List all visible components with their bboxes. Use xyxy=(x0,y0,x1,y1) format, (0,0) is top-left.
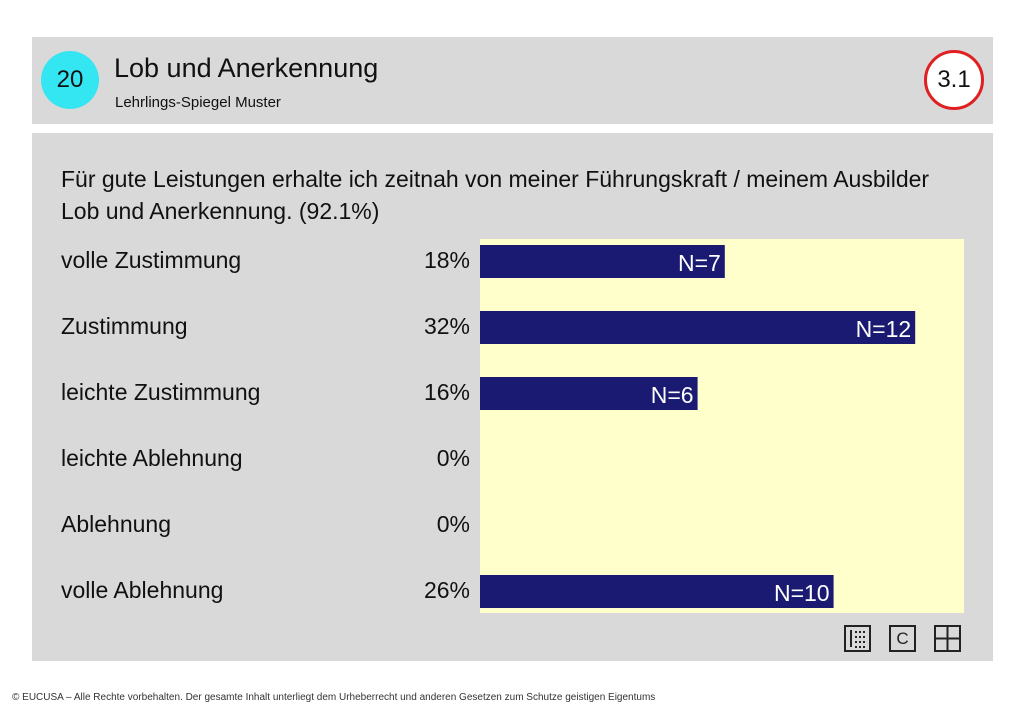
bar xyxy=(480,245,725,278)
c-icon[interactable]: C xyxy=(889,625,916,652)
slide-number-badge: 20 xyxy=(41,51,99,109)
bar-data-label: N=10 xyxy=(774,580,830,606)
bar-chart: N=7 N=12 N=6 N=10 xyxy=(480,239,964,613)
bar-data-label: N=7 xyxy=(678,250,721,276)
row-label: volle Zustimmung xyxy=(61,247,242,273)
slide-title: Lob und Anerkennung xyxy=(114,53,379,83)
row-label: volle Ablehnung xyxy=(61,577,224,603)
nav-icons: C xyxy=(844,625,961,652)
row-percent: 18% xyxy=(423,247,470,273)
bar xyxy=(480,575,834,608)
bar xyxy=(480,377,698,410)
bar xyxy=(480,311,916,344)
row-label: Ablehnung xyxy=(61,511,171,537)
copyright-footer: © EUCUSA – Alle Rechte vorbehalten. Der … xyxy=(12,692,656,703)
bar-data-label: N=6 xyxy=(651,382,694,408)
chart-panel: Für gute Leistungen erhalte ich zeitnah … xyxy=(32,133,993,661)
grid-icon[interactable] xyxy=(934,625,961,652)
row-label: leichte Zustimmung xyxy=(61,379,261,405)
slide-header: 20 Lob und Anerkennung Lehrlings-Spiegel… xyxy=(32,37,993,124)
row-label: Zustimmung xyxy=(61,313,188,339)
row-percent: 16% xyxy=(423,379,470,405)
list-icon[interactable] xyxy=(844,625,871,652)
row-label: leichte Ablehnung xyxy=(61,445,243,471)
slide-subtitle: Lehrlings-Spiegel Muster xyxy=(115,94,281,111)
bar-data-label: N=12 xyxy=(856,316,912,342)
question-text: Für gute Leistungen erhalte ich zeitnah … xyxy=(61,166,930,224)
row-percent: 0% xyxy=(436,445,470,471)
row-percent: 26% xyxy=(423,577,470,603)
section-badge: 3.1 xyxy=(924,50,984,110)
plot-background xyxy=(480,239,964,613)
row-percent: 0% xyxy=(436,511,470,537)
row-percent: 32% xyxy=(423,313,470,339)
